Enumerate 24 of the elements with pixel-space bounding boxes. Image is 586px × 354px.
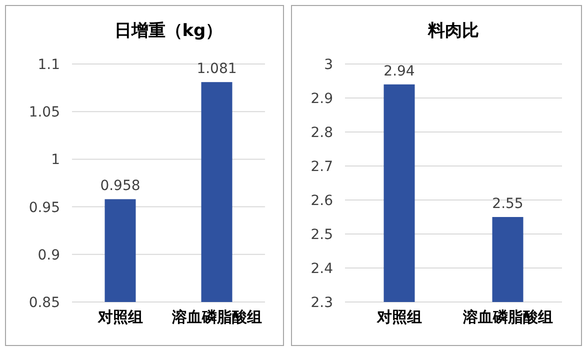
x-tick-label: 溶血磷脂酸组	[462, 308, 553, 326]
x-tick-label: 对照组	[376, 308, 422, 326]
y-tick-label: 2.6	[310, 193, 334, 209]
y-tick-label: 2.7	[310, 159, 333, 175]
y-tick-label: 0.95	[28, 200, 60, 216]
data-label: 2.55	[492, 196, 524, 212]
chart-title: 料肉比	[427, 21, 479, 41]
y-tick-label: 0.85	[28, 295, 60, 311]
y-tick-label: 1.1	[38, 57, 60, 73]
data-label: 2.94	[384, 63, 415, 80]
y-tick-label: 2.9	[310, 91, 333, 107]
data-label: 0.958	[100, 178, 140, 194]
y-tick-label: 1.05	[28, 104, 60, 121]
y-tick-label: 3	[324, 57, 333, 73]
y-tick-label: 2.3	[310, 295, 333, 311]
y-tick-label: 1	[51, 152, 60, 168]
x-tick-label: 溶血磷脂酸组	[170, 308, 262, 326]
x-tick-label: 对照组	[96, 308, 143, 326]
y-tick-label: 2.8	[310, 125, 333, 141]
data-label: 1.081	[196, 61, 237, 78]
chart-title: 日增重（kg）	[114, 21, 223, 41]
y-tick-label: 2.5	[310, 227, 333, 243]
y-tick-label: 2.4	[310, 261, 334, 277]
y-tick-label: 0.9	[38, 247, 60, 264]
